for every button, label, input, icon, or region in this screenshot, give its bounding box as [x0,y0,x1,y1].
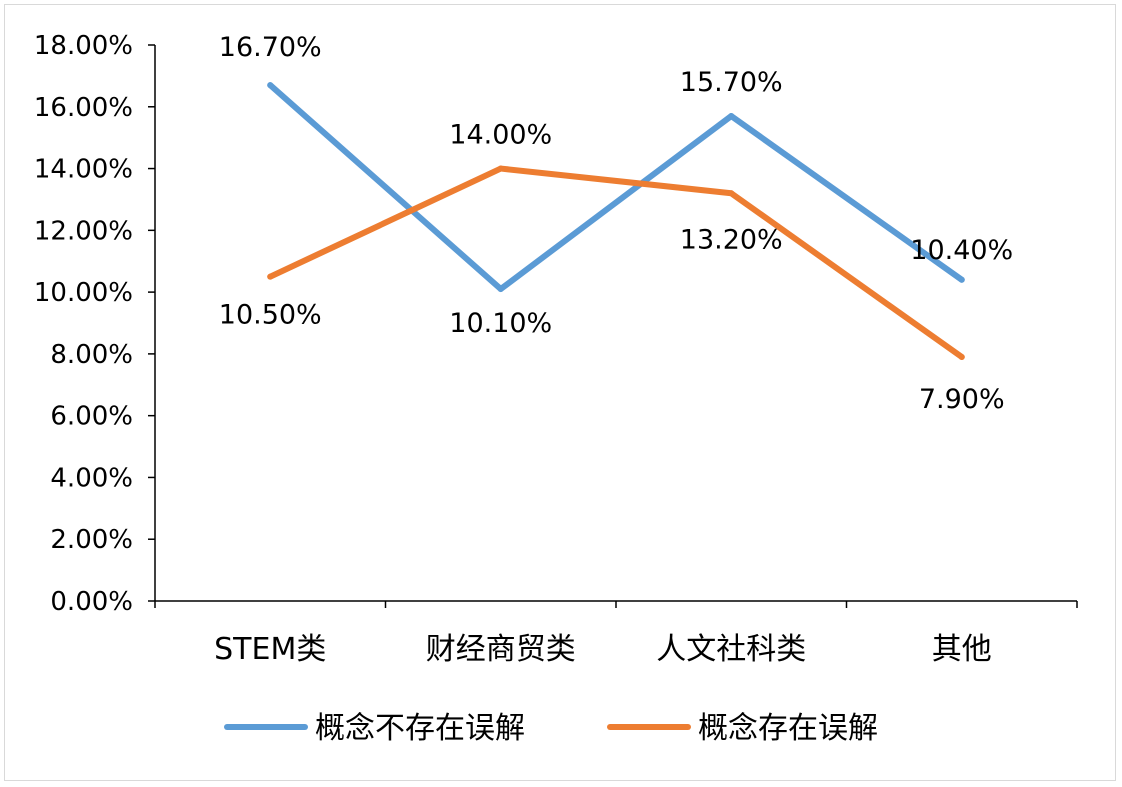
series-lines [267,82,965,360]
series-2-point [958,353,965,360]
series-2-point [267,273,274,280]
data-label: 14.00% [449,120,552,151]
data-label: 15.70% [680,67,783,98]
data-label: 10.50% [219,300,322,331]
x-tick-label: 财经商贸类 [426,632,576,667]
x-axis-ticks: STEM类 财经商贸类 人文社科类 其他 [154,601,1078,667]
data-label: 16.70% [219,32,322,63]
series-2-point [497,165,504,172]
data-label: 10.40% [910,235,1013,266]
data-label: 7.90% [919,384,1005,415]
series-1-point [267,82,274,89]
x-tick-label: STEM类 [214,632,326,667]
legend: 概念不存在误解 概念存在误解 [224,711,878,746]
series-1-point [728,113,735,120]
y-tick-label: 18.00% [34,31,133,61]
series-1-point [497,286,504,293]
data-labels: 16.70% 10.10% 15.70% 10.40% 10.50% 14.00% 13.2… [219,32,1013,415]
series-2-point [728,190,735,197]
y-tick-label: 14.00% [34,155,133,185]
series-1-point [958,276,965,283]
y-tick-label: 12.00% [34,216,133,246]
x-tick-label: 人文社科类 [656,632,806,667]
series-line-2 [267,165,965,360]
y-tick-label: 2.00% [50,525,133,555]
data-label: 13.20% [680,224,783,255]
x-tick-label: 其他 [932,632,992,667]
legend-label: 概念不存在误解 [315,711,525,746]
data-label: 10.10% [449,308,552,339]
line-chart: 0.00% 2.00% 4.00% 6.00% 8.00% 10.00% 12.00% 14.… [34,31,1078,746]
series-line-1 [267,82,965,293]
y-tick-label: 16.00% [34,93,133,123]
y-tick-label: 6.00% [50,402,133,432]
y-tick-label: 0.00% [50,587,133,617]
y-tick-label: 10.00% [34,278,133,308]
legend-label: 概念存在误解 [698,711,878,746]
y-tick-label: 8.00% [50,340,133,370]
y-axis-ticks: 0.00% 2.00% 4.00% 6.00% 8.00% 10.00% 12.00% 14.… [34,31,155,617]
chart-frame: 0.00% 2.00% 4.00% 6.00% 8.00% 10.00% 12.00% 14.… [4,4,1116,781]
y-tick-label: 4.00% [50,463,133,493]
